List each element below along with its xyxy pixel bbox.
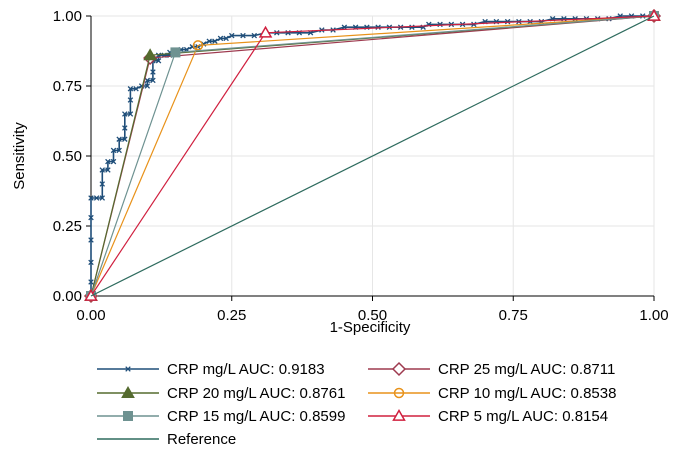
data-point [105,167,111,173]
data-point [110,158,117,165]
legend: CRP mg/L AUC: 0.9183 CRP 25 mg/L AUC: 0.8… [97,361,616,448]
data-point [143,48,157,61]
data-point [88,214,94,221]
x-tick-label: 0.00 [76,307,105,324]
data-point [437,21,443,28]
x-tick-label: 1.00 [639,307,668,324]
data-point [84,288,98,301]
y-axis-label: Sensitivity [11,122,28,190]
legend-swatch-marker [121,385,135,398]
x-tick-label: 0.75 [499,307,528,324]
data-point [375,24,381,30]
data-point [122,111,128,117]
legend-swatch-marker [392,408,406,421]
data-point [93,195,100,201]
y-tick-label: 0.00 [53,288,82,305]
x-axis-label: 1-Specificity [330,319,411,336]
data-point [150,69,156,75]
data-point [127,111,134,117]
data-point [99,181,106,187]
data-point [206,38,212,44]
legend-label: Reference [167,431,236,448]
legend-item-crp-mg-l-auc-0-9183: CRP mg/L AUC: 0.9183 [97,361,325,378]
x-tick-label: 0.50 [358,307,387,324]
y-tick-label: 1.00 [53,8,82,25]
legend-label: CRP 5 mg/L AUC: 0.8154 [438,408,608,425]
data-point [133,86,139,92]
data-point [251,32,258,39]
data-point [122,136,128,142]
y-tick-label: 0.50 [53,148,82,165]
legend-swatch-marker [123,411,133,421]
series-line [90,15,655,297]
y-tick-label: 0.25 [53,218,82,235]
legend-item-crp-20-mg-l-auc-0-8761: CRP 20 mg/L AUC: 0.8761 [97,385,345,402]
series-crp-5-mg-l-auc-0-8154 [84,8,661,301]
data-point [155,58,162,64]
data-point [88,237,94,243]
data-point [122,125,128,131]
data-point [223,35,229,42]
series-line [90,15,655,297]
legend-item-crp-5-mg-l-auc-0-8154: CRP 5 mg/L AUC: 0.8154 [368,408,608,425]
legend-label: CRP 10 mg/L AUC: 0.8538 [438,385,616,402]
y-tick-labels: 0.00 0.25 0.50 0.75 1.00 [53,8,82,305]
data-point [212,38,218,44]
legend-swatch-marker [393,387,405,399]
legend-item-crp-10-mg-l-auc-0-8538: CRP 10 mg/L AUC: 0.8538 [368,385,616,402]
data-point [504,18,511,25]
data-point [217,35,224,42]
data-point [99,195,106,201]
data-point [192,40,204,51]
data-point [170,47,181,58]
data-point [258,25,273,38]
x-tick-label: 0.25 [217,307,246,324]
data-point [105,158,111,165]
data-point [88,195,94,201]
data-point [127,86,134,92]
legend-swatch-marker [125,366,131,372]
legend-item-reference: Reference [97,431,236,448]
data-point [228,32,235,39]
data-point [110,147,117,154]
data-point [88,259,94,266]
data-point [116,147,122,154]
legend-label: CRP mg/L AUC: 0.9183 [167,361,325,378]
data-point [144,77,151,84]
series-reference [90,15,655,297]
data-point [116,136,122,142]
legend-item-crp-15-mg-l-auc-0-8599: CRP 15 mg/L AUC: 0.8599 [97,408,345,425]
data-point [88,279,94,285]
data-point [471,21,477,28]
legend-label: CRP 15 mg/L AUC: 0.8599 [167,408,345,425]
data-point [150,77,156,84]
legend-item-crp-25-mg-l-auc-0-8711: CRP 25 mg/L AUC: 0.8711 [368,361,615,378]
legend-swatch-marker [391,361,407,377]
data-point [409,24,415,30]
data-point [240,32,246,39]
legend-label: CRP 25 mg/L AUC: 0.8711 [438,361,615,378]
data-point [144,83,151,89]
x-tick-labels: 0.00 0.25 0.50 0.75 1.00 [76,307,668,324]
y-tick-label: 0.75 [53,78,82,95]
data-point [127,97,134,103]
series-layer [83,8,662,304]
data-point [99,167,106,173]
data-point [572,16,578,22]
legend-label: CRP 20 mg/L AUC: 0.8761 [167,385,345,402]
